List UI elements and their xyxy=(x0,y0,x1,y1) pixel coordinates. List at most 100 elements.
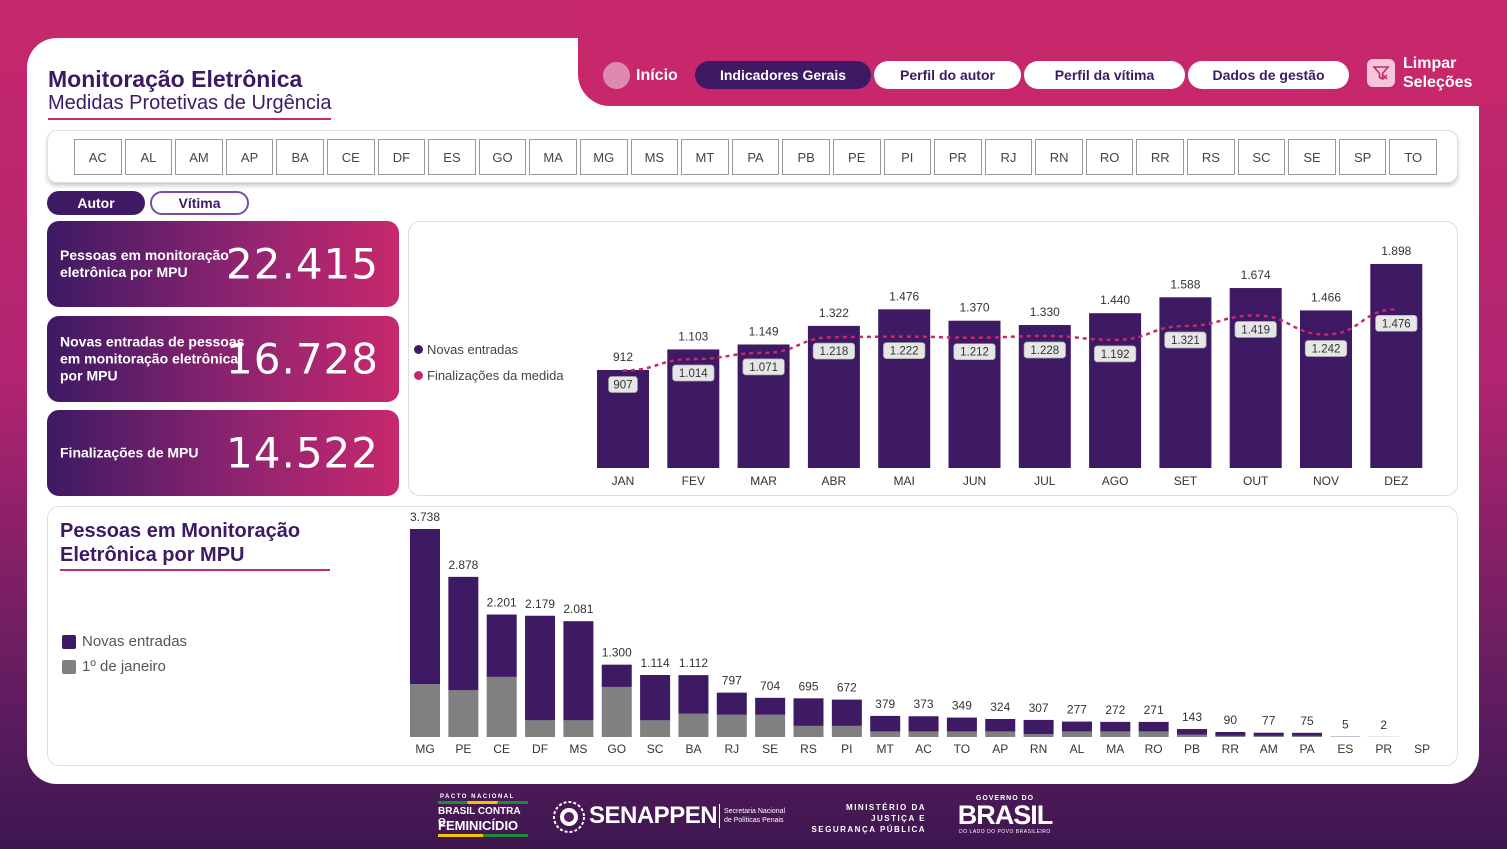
state-button-ma[interactable]: MA xyxy=(529,139,577,175)
state-button-ac[interactable]: AC xyxy=(74,139,122,175)
line-value-label: 1.222 xyxy=(890,346,919,358)
toggle-vitima[interactable]: Vítima xyxy=(150,191,249,215)
state-button-rn[interactable]: RN xyxy=(1035,139,1083,175)
senappen-sub-1: Secretaria Nacional xyxy=(724,808,786,815)
state-button-sc[interactable]: SC xyxy=(1237,139,1286,175)
legend-label: Novas entradas xyxy=(427,342,519,357)
line-label-box xyxy=(883,342,926,359)
x-tick-label: SET xyxy=(1174,474,1198,488)
gov-line-2: BRASIL xyxy=(957,800,1054,830)
legend-primeiro-janeiro[interactable]: 1º de janeiro xyxy=(62,658,166,675)
state-buttons: AC AL AM AP BA CE DF ES GO MA MG MS MT PA PB PE PI PR RJ RN… xyxy=(74,139,1438,175)
bar-jun[interactable] xyxy=(948,320,1001,468)
kpi-label: Novas entradas de pessoas em monitoração… xyxy=(60,333,245,384)
state-button-ap[interactable]: AP xyxy=(225,139,274,175)
kpi-finalizacoes: Finalizações de MPU 14.522 xyxy=(47,410,399,496)
bar-value-label: 1.440 xyxy=(1100,293,1130,307)
tab-perfil-da-vitima[interactable]: Perfil da vítima xyxy=(1024,61,1185,89)
state-chart-title: Pessoas em Monitoração Eletrônica por MP… xyxy=(60,519,330,571)
ministry-logo: MINISTÉRIO DA JUSTIÇA E SEGURANÇA PÚBLIC… xyxy=(806,802,926,842)
state-button-go[interactable]: GO xyxy=(478,139,527,175)
bar-set[interactable] xyxy=(1159,297,1212,468)
bar-nov[interactable] xyxy=(1300,310,1352,468)
state-button-sp[interactable]: SP xyxy=(1338,139,1387,175)
state-button-rs[interactable]: RS xyxy=(1187,139,1235,175)
state-button-al[interactable]: AL xyxy=(124,139,173,175)
line-value-label: 1.014 xyxy=(679,368,708,380)
bar-out[interactable] xyxy=(1229,288,1282,468)
state-button-ro[interactable]: RO xyxy=(1085,139,1134,175)
x-tick-label: OUT xyxy=(1243,474,1269,488)
legend-label: Novas entradas xyxy=(82,633,188,650)
state-button-mg[interactable]: MG xyxy=(579,139,628,175)
pact-line-1: PACTO NACIONAL xyxy=(440,794,515,800)
legend-dot-icon xyxy=(414,371,423,380)
line-label-box xyxy=(1375,314,1418,332)
clear-label-1: Limpar xyxy=(1403,55,1457,72)
pact-line-3: FEMINICÍDIO xyxy=(438,818,519,833)
ministry-line-2: JUSTIÇA E xyxy=(871,814,926,823)
bar-ago[interactable] xyxy=(1089,313,1142,468)
state-filter-bar: AC AL AM AP BA CE DF ES GO MA MG MS MT PA PB PE PI PR RJ RN… xyxy=(47,130,1458,183)
bar-value-label: 912 xyxy=(613,350,633,364)
kpi-value: 16.728 xyxy=(226,334,379,384)
state-button-se[interactable]: SE xyxy=(1288,139,1336,175)
x-tick-label: JAN xyxy=(612,474,635,488)
tab-perfil-do-autor[interactable]: Perfil do autor xyxy=(874,61,1021,89)
bar-value-label: 1.330 xyxy=(1030,305,1060,319)
line-value-label: 1.071 xyxy=(749,362,778,374)
bar-value-label: 1.322 xyxy=(819,306,849,320)
state-button-rj[interactable]: RJ xyxy=(984,139,1033,175)
kpi-label: Finalizações de MPU xyxy=(60,444,199,461)
state-button-pa[interactable]: PA xyxy=(731,139,780,175)
x-tick-label: AGO xyxy=(1102,474,1129,488)
legend-dot-icon xyxy=(414,345,423,354)
finalizacoes-line xyxy=(622,308,1397,372)
home-button[interactable]: Início xyxy=(603,62,678,89)
bar-value-label: 1.898 xyxy=(1381,244,1411,258)
senappen-logo: SENAPPEN Secretaria Nacional de Política… xyxy=(552,798,792,838)
state-button-es[interactable]: ES xyxy=(428,139,476,175)
bar-mai[interactable] xyxy=(878,309,931,468)
tab-dados-de-gestao[interactable]: Dados de gestão xyxy=(1188,61,1349,89)
state-button-pi[interactable]: PI xyxy=(883,139,932,175)
state-button-ce[interactable]: CE xyxy=(326,139,375,175)
x-tick-label: MAI xyxy=(894,474,915,488)
x-tick-label: JUN xyxy=(963,474,986,488)
toggle-autor[interactable]: Autor xyxy=(47,191,145,215)
state-button-df[interactable]: DF xyxy=(377,139,426,175)
legend-novas-entradas[interactable]: Novas entradas xyxy=(414,342,518,357)
line-label-box xyxy=(1304,340,1348,357)
page-title: Monitoração Eletrônica xyxy=(48,66,303,92)
tab-indicadores-gerais[interactable]: Indicadores Gerais xyxy=(695,61,871,89)
kpi-label: Pessoas em monitoração eletrônica por MP… xyxy=(60,247,229,280)
page-subtitle: Medidas Protetivas de Urgência xyxy=(48,92,332,120)
line-value-label: 1.212 xyxy=(960,347,989,359)
x-tick-label: DEZ xyxy=(1384,474,1408,488)
line-label-box xyxy=(812,342,856,360)
x-tick-label: NOV xyxy=(1313,474,1339,488)
kpi-value: 22.415 xyxy=(226,239,379,289)
ministry-line-3: SEGURANÇA PÚBLICA xyxy=(811,825,926,834)
legend-novas-entradas-state[interactable]: Novas entradas xyxy=(62,633,187,650)
line-label-box xyxy=(608,376,638,393)
state-button-ba[interactable]: BA xyxy=(276,139,324,175)
state-chart-panel xyxy=(47,506,1458,766)
state-button-to[interactable]: TO xyxy=(1389,139,1438,175)
bar-dez[interactable] xyxy=(1370,263,1423,468)
state-button-rr[interactable]: RR xyxy=(1136,139,1185,175)
bar-value-label: 1.588 xyxy=(1170,277,1200,291)
clear-selections-button[interactable]: Limpar Seleções xyxy=(1367,54,1472,92)
bar-value-label: 1.674 xyxy=(1241,268,1271,282)
state-button-ms[interactable]: MS xyxy=(630,139,679,175)
state-button-pb[interactable]: PB xyxy=(782,139,830,175)
legend-finalizacoes[interactable]: Finalizações da medida xyxy=(414,368,564,383)
legend-label: 1º de janeiro xyxy=(82,658,166,675)
kpi-novas-entradas: Novas entradas de pessoas em monitoração… xyxy=(47,316,399,402)
state-button-pe[interactable]: PE xyxy=(832,139,881,175)
state-button-mt[interactable]: MT xyxy=(681,139,729,175)
state-button-pr[interactable]: PR xyxy=(934,139,982,175)
kpi-pessoas-monitoracao: Pessoas em monitoração eletrônica por MP… xyxy=(47,221,399,307)
state-button-am[interactable]: AM xyxy=(175,139,223,175)
line-label-box xyxy=(742,358,785,376)
